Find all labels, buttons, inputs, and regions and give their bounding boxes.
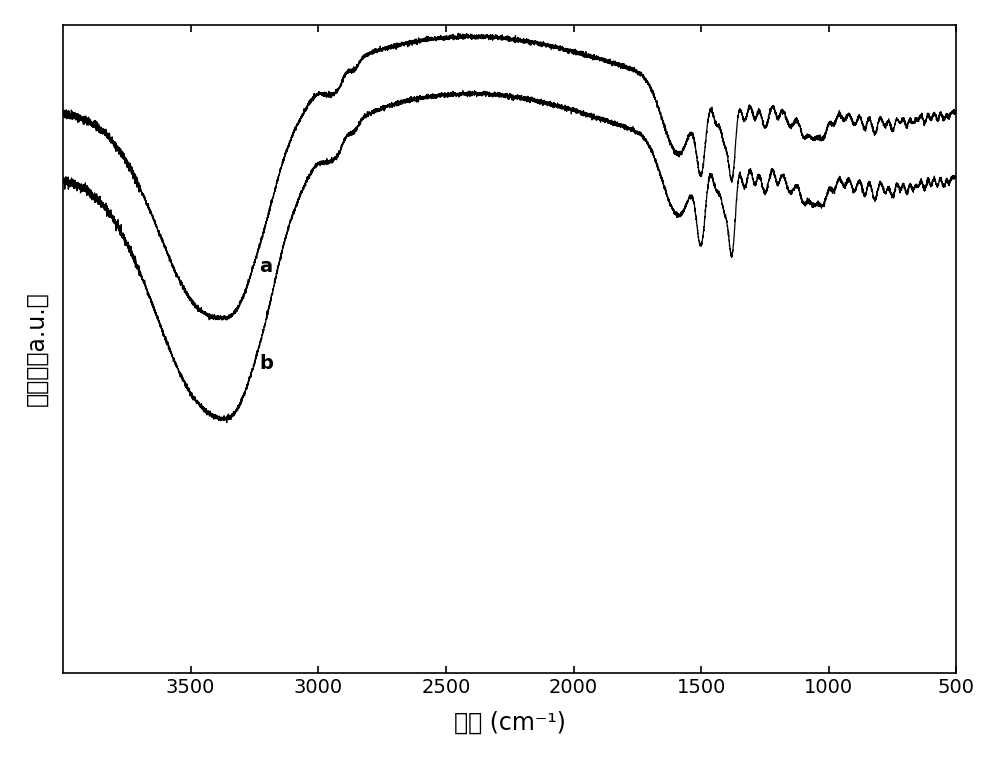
X-axis label: 波长 (cm⁻¹): 波长 (cm⁻¹) (454, 711, 566, 735)
Y-axis label: 透射度（a.u.）: 透射度（a.u.） (25, 292, 49, 407)
Text: a: a (259, 257, 273, 276)
Text: b: b (259, 354, 273, 373)
